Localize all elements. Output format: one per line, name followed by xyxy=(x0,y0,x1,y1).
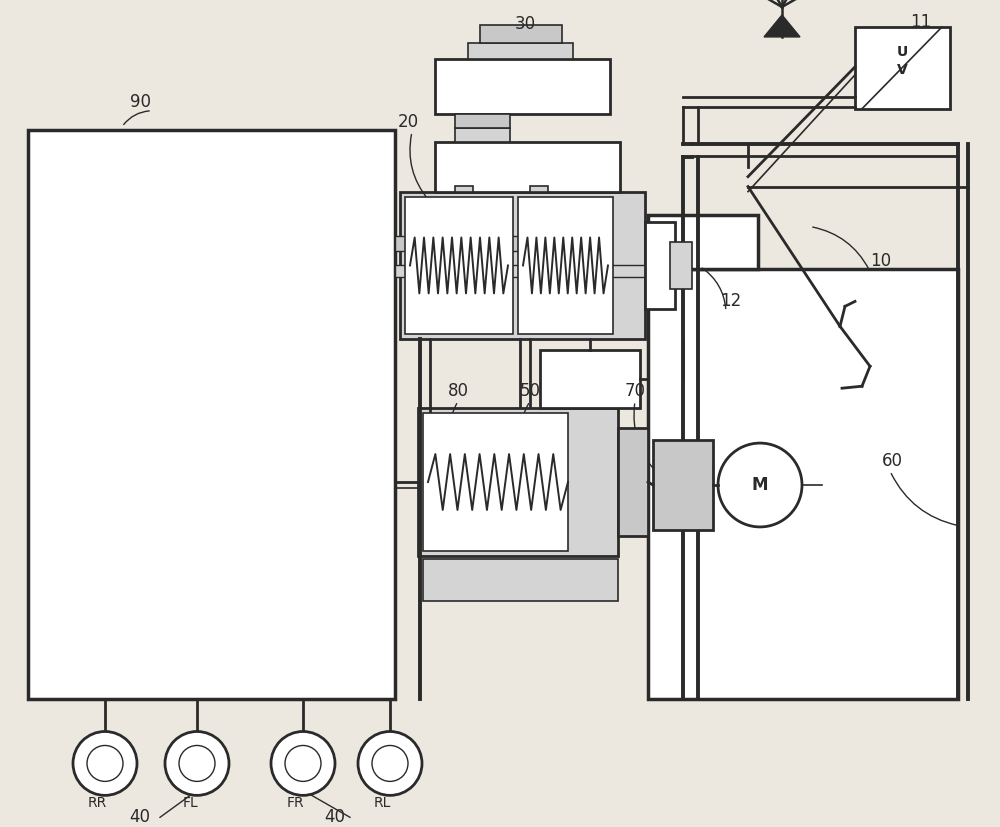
Bar xyxy=(468,43,573,59)
Text: 50: 50 xyxy=(520,382,541,400)
Bar xyxy=(645,222,675,309)
Circle shape xyxy=(179,745,215,782)
Bar xyxy=(855,27,950,109)
Circle shape xyxy=(87,745,123,782)
Text: RR: RR xyxy=(87,796,107,810)
Circle shape xyxy=(285,745,321,782)
Text: 70: 70 xyxy=(625,382,646,400)
Circle shape xyxy=(271,732,335,796)
Text: 80: 80 xyxy=(448,382,469,400)
Polygon shape xyxy=(764,15,800,37)
Text: V: V xyxy=(897,63,907,77)
Text: M: M xyxy=(752,476,768,494)
Bar xyxy=(28,130,395,699)
Bar xyxy=(395,265,645,277)
Circle shape xyxy=(165,732,229,796)
Bar xyxy=(518,197,613,334)
Text: FL: FL xyxy=(182,796,198,810)
Text: 11: 11 xyxy=(910,13,931,31)
Text: 90: 90 xyxy=(130,93,151,111)
Bar xyxy=(455,114,510,127)
Text: 20: 20 xyxy=(398,112,419,131)
Text: 40: 40 xyxy=(130,808,150,826)
Bar xyxy=(423,414,568,551)
Bar xyxy=(618,428,648,536)
Bar xyxy=(648,270,958,699)
Bar xyxy=(395,236,525,251)
Bar xyxy=(400,192,645,339)
Circle shape xyxy=(718,443,802,527)
Bar xyxy=(670,241,692,289)
Bar xyxy=(435,141,620,192)
Bar xyxy=(405,197,513,334)
Bar xyxy=(455,127,510,141)
Bar xyxy=(530,185,548,192)
Bar xyxy=(423,559,618,600)
Text: RL: RL xyxy=(373,796,391,810)
Bar xyxy=(653,440,713,530)
Bar xyxy=(418,409,618,556)
Circle shape xyxy=(358,732,422,796)
Text: 40: 40 xyxy=(324,808,346,826)
Text: 60: 60 xyxy=(882,452,903,470)
Text: 12: 12 xyxy=(720,293,741,310)
Text: FR: FR xyxy=(286,796,304,810)
Bar xyxy=(540,351,640,409)
Text: 30: 30 xyxy=(515,15,536,33)
Bar xyxy=(435,59,610,114)
Bar xyxy=(648,214,758,270)
Text: 10: 10 xyxy=(870,252,891,270)
Text: U: U xyxy=(896,45,908,59)
Circle shape xyxy=(372,745,408,782)
Bar xyxy=(455,185,473,192)
Bar xyxy=(480,25,562,43)
Circle shape xyxy=(73,732,137,796)
